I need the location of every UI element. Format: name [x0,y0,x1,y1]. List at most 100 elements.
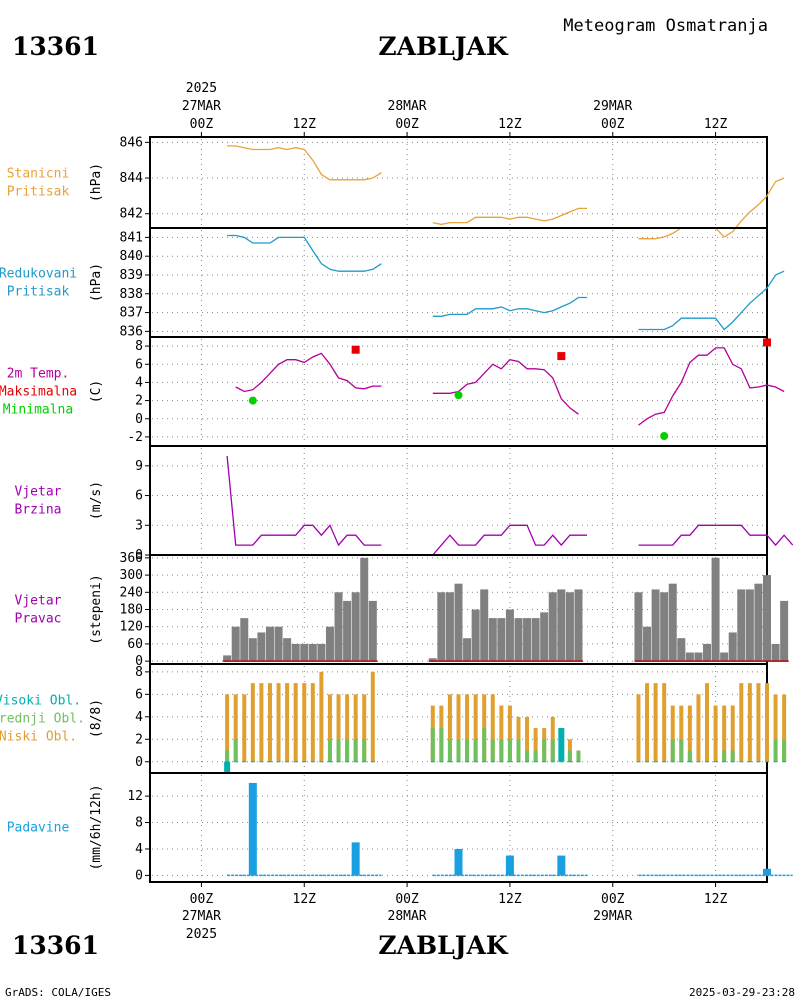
low-cloud-bar [225,694,230,762]
mid-cloud-bar [327,739,332,762]
wind-direction-bar [780,600,789,662]
low-cloud-bar [250,683,255,762]
low-cloud-bar [319,671,324,762]
time-axis: 00Z 00Z 27MAR 27MAR 2025 2025 12Z 12Z 00Z 00Z 28MA… [182,81,728,942]
y-tick-label: 8 [135,665,143,680]
low-cloud-bar [696,694,701,762]
wind-direction-bar [728,632,737,662]
y-tick-label: 836 [120,324,143,339]
wind-direction-bar [437,592,446,662]
time-tick-label-bottom: 00Z [190,892,214,907]
wind-direction-bar [660,592,669,662]
y-tick-label: 9 [135,459,143,474]
panel-label: Visoki Obl. [0,694,81,709]
wind-direction-bar [351,592,360,662]
series-line [432,524,587,556]
low-cloud-bar [533,728,538,762]
low-cloud-bar [773,694,778,762]
wind-direction-bar [745,589,754,662]
wind-direction-bar [514,618,523,662]
min-temp-marker [660,432,669,441]
precip-bar [557,855,566,876]
date-label-bottom: 29MAR [593,909,632,924]
time-tick-label-top: 12Z [293,117,317,132]
time-tick-label-bottom: 12Z [704,892,728,907]
wind-direction-bar [565,592,574,662]
y-axis-unit: (mm/6h/12h) [89,784,104,870]
low-cloud-bar [267,683,272,762]
wind-direction-bar [643,626,652,662]
time-tick-label-bottom: 00Z [395,892,419,907]
low-cloud-bar [310,683,315,762]
y-axis-unit: (stepeni) [89,574,104,644]
meteogram-subtitle: Meteogram Osmatranja [563,16,768,36]
mid-cloud-bar [362,739,367,762]
y-tick-label: 0 [135,412,143,427]
y-tick-label: 300 [120,568,143,583]
panel-label: 2m Temp. [7,367,70,382]
mid-cloud-bar [482,728,487,762]
wind-direction-bar [557,589,566,662]
low-cloud-bar [679,705,684,762]
y-tick-label: 0 [135,868,143,883]
low-cloud-bar [687,705,692,762]
station-name-bottom: ZABLJAK [378,931,509,960]
low-cloud-bar [653,683,658,762]
low-cloud-bar [705,683,710,762]
wind-direction-bar [231,626,240,662]
wind-direction-bar [317,643,326,662]
low-cloud-bar [242,694,247,762]
wind-direction-bar [445,592,454,662]
footer-credit: GrADS: COLA/IGES [5,986,111,999]
low-cloud-bar [362,694,367,762]
wind-direction-bar [505,609,514,662]
y-tick-label: 240 [120,585,143,600]
wind-direction-bar [703,643,712,662]
panel-label: Pritisak [7,285,70,300]
station-id-bottom: 13361 [12,931,99,960]
wind-direction-bar [754,583,763,662]
plot-area: 00Z 00Z 27MAR 27MAR 2025 2025 12Z 12Z 00Z 00Z 28MA… [0,81,794,942]
max-temp-marker [557,352,566,361]
mid-cloud-bar [782,739,787,762]
mid-cloud-bar [345,739,350,762]
panel-cloud-cover: 0 2 4 6 8 (8/8) Visoki Obl. Srednji Obl. Niski O… [0,663,787,773]
low-cloud-bar [722,705,727,762]
wind-direction-bar [223,655,232,662]
time-tick-label-top: 00Z [395,117,419,132]
time-tick-label-top: 12Z [704,117,728,132]
low-cloud-bar [336,694,341,762]
low-cloud-bar [490,694,495,762]
wind-direction-bar [651,589,660,662]
low-cloud-bar [525,716,530,762]
min-temp-marker [454,391,463,400]
mid-cloud-bar [447,739,452,762]
series-line [638,347,785,426]
y-tick-label: 4 [135,842,143,857]
y-tick-label: 0 [135,654,143,669]
wind-direction-bar [291,643,300,662]
low-cloud-bar [730,705,735,762]
wind-direction-bar [497,618,506,662]
low-cloud-bar [285,683,290,762]
wind-direction-bar [257,632,266,662]
mid-cloud-bar [567,750,572,762]
wind-direction-bar [737,589,746,662]
panel-label: Vjetar [15,594,62,609]
y-tick-label: 6 [135,687,143,702]
y-axis-unit: (hPa) [89,263,104,302]
wind-direction-bar [480,589,489,662]
wind-direction-bar [634,592,643,662]
date-label-top: 28MAR [388,99,427,114]
low-cloud-bar [302,683,307,762]
y-tick-label: 120 [120,620,143,635]
y-tick-label: 2 [135,394,143,409]
mid-cloud-bar [550,739,555,762]
mid-cloud-bar [456,739,461,762]
y-tick-label: 2 [135,732,143,747]
precip-bar [351,842,360,876]
panel-temperature: -2 0 2 4 6 8 (C) 2m Temp. Maksimalna Minimalna [0,336,785,445]
wind-direction-bar [771,643,780,662]
